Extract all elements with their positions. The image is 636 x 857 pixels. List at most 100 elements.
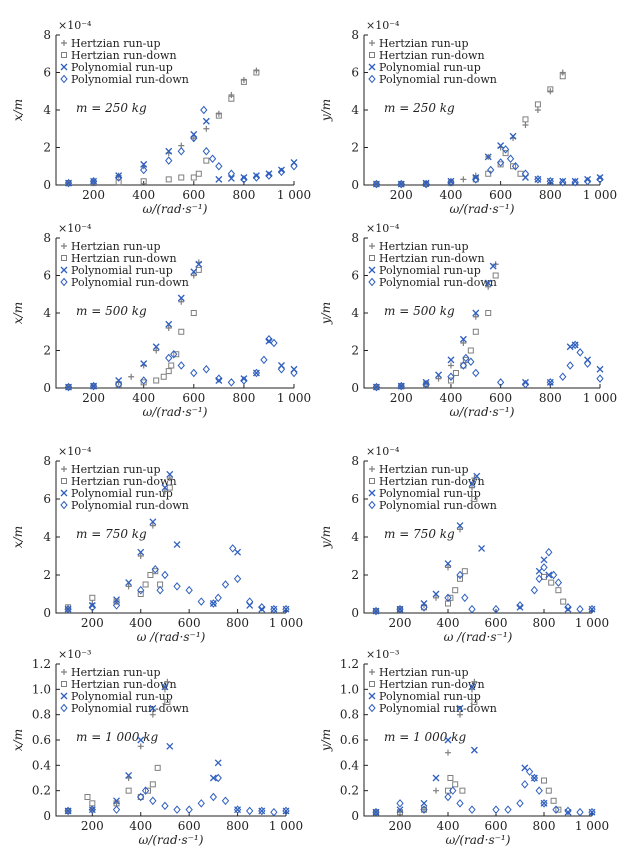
- legend-label-hertzian-run-down: Hertzian run-down: [379, 252, 485, 265]
- data-point: [472, 368, 480, 378]
- data-point: [214, 773, 222, 783]
- data-point: [290, 368, 298, 378]
- data-point: [372, 808, 380, 816]
- legend-marker-hertzian-run-down: [369, 52, 375, 58]
- data-point: [467, 347, 474, 354]
- data-point: [432, 774, 440, 782]
- data-point: [559, 177, 567, 187]
- data-point: [65, 179, 72, 187]
- data-point: [252, 369, 260, 377]
- legend-label-polynomial-run-up: Polynomial run-up: [71, 61, 173, 74]
- data-point: [516, 799, 524, 808]
- legend-marker-polynomial-run-up: [368, 692, 376, 700]
- axis-exponent-label: ×10⁻³: [366, 648, 399, 661]
- data-point: [140, 165, 148, 175]
- data-point: [149, 711, 156, 718]
- chart-panel-p8: 200 400 600 800 1 000 0 0.2 0.4 0.6 0.8 1.0 1.2 ×10⁻…: [319, 648, 609, 847]
- data-point: [468, 604, 476, 614]
- data-point: [511, 161, 520, 171]
- legend-marker-polynomial-run-down: [60, 703, 68, 713]
- data-point: [140, 160, 148, 168]
- axis-exponent-label: ×10⁻⁴: [366, 445, 400, 458]
- data-point: [252, 172, 260, 180]
- chart-panel-p4: 200 400 600 800 1 000 0 2 4 6 8 ×10⁻⁴ ω/(rad·s⁻¹) y/…: [319, 222, 617, 419]
- data-point: [154, 764, 161, 771]
- series-hertzian-run-up: [373, 69, 566, 188]
- y-tick-label: 0.2: [340, 784, 359, 798]
- legend-marker-polynomial-run-up: [368, 63, 376, 71]
- data-point: [445, 749, 451, 756]
- data-point: [202, 117, 210, 125]
- data-point: [420, 805, 428, 814]
- y-tick-label: 6: [351, 66, 359, 80]
- x-tick-label: 200: [390, 391, 413, 405]
- data-point: [178, 298, 185, 305]
- x-axis-title: ω/(rad·s⁻¹): [446, 833, 511, 847]
- data-point: [460, 176, 467, 183]
- data-point: [546, 176, 554, 186]
- data-point: [504, 805, 512, 814]
- data-point: [258, 807, 266, 815]
- data-point: [277, 167, 286, 177]
- series-hertzian-run-down: [65, 69, 260, 187]
- legend-label-hertzian-run-up: Hertzian run-up: [71, 463, 161, 476]
- legend-label-polynomial-run-up: Polynomial run-up: [71, 690, 173, 703]
- legend-marker-hertzian-run-up: [369, 669, 375, 675]
- legend-marker-hertzian-run-up: [369, 466, 375, 472]
- data-point: [470, 746, 478, 754]
- data-point: [233, 805, 242, 814]
- legend-marker-hertzian-run-down: [61, 681, 67, 687]
- data-point: [170, 349, 178, 359]
- legend-marker-polynomial-run-down: [368, 500, 376, 510]
- data-point: [547, 86, 554, 93]
- data-point: [583, 359, 592, 368]
- data-point: [156, 585, 164, 595]
- data-point: [64, 806, 72, 816]
- data-point: [545, 571, 553, 579]
- data-point: [521, 764, 529, 772]
- x-tick-label: 400: [129, 819, 152, 833]
- data-point: [165, 147, 173, 155]
- data-point: [459, 787, 466, 794]
- data-point: [472, 309, 480, 317]
- data-point: [492, 272, 499, 279]
- legend-marker-hertzian-run-down: [369, 681, 375, 687]
- data-point: [164, 699, 171, 705]
- y-tick-label: 0: [43, 178, 51, 192]
- data-point: [165, 320, 173, 328]
- y-tick-label: 0.4: [340, 758, 359, 772]
- data-point: [546, 378, 554, 386]
- x-axis-title: ω/(rad·s⁻¹): [450, 405, 515, 419]
- data-point: [489, 262, 497, 270]
- data-point: [435, 371, 442, 379]
- legend-marker-hertzian-run-up: [369, 40, 375, 46]
- chart-panel-p2: 200 400 600 800 1 000 0 2 4 6 8 ×10⁻⁴ ω/(rad·s⁻¹) y/…: [319, 19, 617, 216]
- data-point: [372, 180, 380, 188]
- data-point: [208, 154, 217, 164]
- data-point: [114, 173, 123, 182]
- x-tick-label: 200: [81, 616, 104, 630]
- data-point: [165, 156, 173, 165]
- data-point: [197, 799, 205, 808]
- data-point: [214, 593, 222, 603]
- data-point: [522, 116, 529, 123]
- data-point: [202, 146, 210, 156]
- data-point: [240, 376, 248, 385]
- x-tick-label: 800: [226, 616, 249, 630]
- series-polynomial-run-down: [64, 105, 298, 188]
- y-tick-label: 4: [43, 530, 51, 544]
- data-point: [509, 132, 517, 140]
- data-point: [115, 172, 123, 180]
- data-point: [149, 704, 157, 712]
- x-tick-label: 1 000: [575, 616, 609, 630]
- mass-label: m = 500 kg: [384, 304, 455, 318]
- data-point: [460, 340, 467, 346]
- data-point: [530, 774, 538, 782]
- data-point: [141, 786, 150, 795]
- data-point: [545, 547, 553, 557]
- y-tick-label: 2: [351, 344, 359, 358]
- y-tick-label: 6: [351, 492, 359, 506]
- data-point: [125, 579, 133, 587]
- data-point: [185, 805, 193, 814]
- data-point: [372, 807, 380, 817]
